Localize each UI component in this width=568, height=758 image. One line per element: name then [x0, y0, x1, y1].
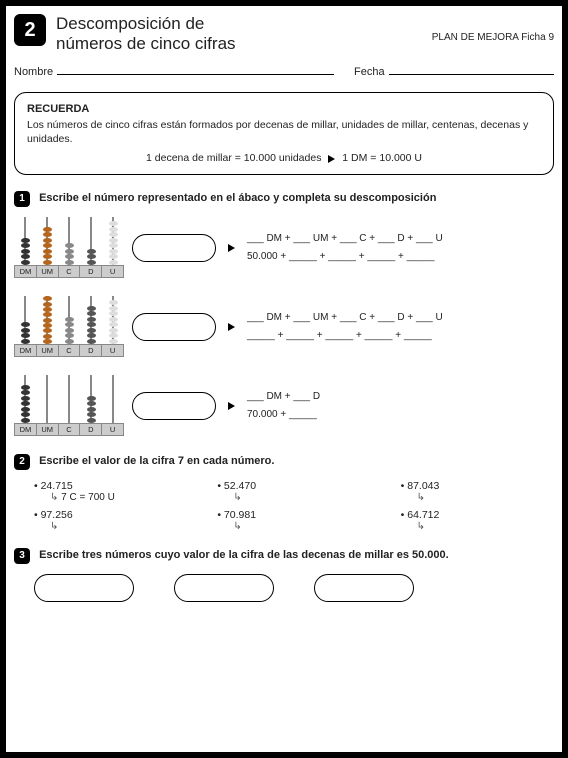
worksheet-title: Descomposición de números de cinco cifra… — [56, 14, 432, 53]
q2-number: 2 — [14, 454, 30, 470]
triangle-icon — [228, 402, 235, 410]
q2-item: 52.470 — [217, 480, 370, 503]
answer-pill[interactable] — [132, 234, 216, 262]
recuerda-eq-left: 1 decena de millar = 10.000 unidades — [146, 152, 321, 164]
q2-item: 24.7157 C = 700 U — [34, 480, 187, 503]
recuerda-title: RECUERDA — [27, 103, 541, 115]
q2-text: Escribe el valor de la cifra 7 en cada n… — [39, 455, 274, 467]
nombre-label: Nombre — [14, 66, 53, 78]
q1-text: Escribe el número representado en el ába… — [39, 192, 436, 204]
q2-item: 70.981 — [217, 509, 370, 532]
recuerda-equation: 1 decena de millar = 10.000 unidades 1 D… — [27, 152, 541, 164]
triangle-icon — [228, 244, 235, 252]
recuerda-box: RECUERDA Los números de cinco cifras est… — [14, 92, 554, 175]
abacus: DMUMCDU — [14, 217, 124, 278]
plan-label: PLAN DE MEJORA Ficha 9 — [432, 32, 554, 43]
q3-answer-pill[interactable] — [314, 574, 414, 602]
recuerda-eq-right: 1 DM = 10.000 U — [342, 152, 422, 164]
q2-item: 64.712 — [401, 509, 554, 532]
q3-number: 3 — [14, 548, 30, 564]
q2-prompt: 2 Escribe el valor de la cifra 7 en cada… — [14, 454, 554, 470]
triangle-icon — [228, 323, 235, 331]
plan-text: PLAN DE MEJORA Ficha — [432, 32, 546, 43]
q3-answer-pill[interactable] — [174, 574, 274, 602]
decomposition: ___ DM + ___ D70.000 + _____ — [247, 389, 320, 423]
q2-item: 97.256 — [34, 509, 187, 532]
decomposition: ___ DM + ___ UM + ___ C + ___ D + ___ U5… — [247, 231, 443, 265]
plan-num: 9 — [548, 32, 554, 43]
fecha-input-line[interactable] — [389, 63, 554, 75]
q3-text: Escribe tres números cuyo valor de la ci… — [39, 549, 449, 561]
q1-prompt: 1 Escribe el número representado en el á… — [14, 191, 554, 207]
abacus: DMUMCDU — [14, 296, 124, 357]
q1-number: 1 — [14, 191, 30, 207]
title-line2: números de cinco cifras — [56, 34, 432, 54]
answer-pill[interactable] — [132, 392, 216, 420]
triangle-icon — [328, 155, 335, 163]
q3-prompt: 3 Escribe tres números cuyo valor de la … — [14, 548, 554, 564]
decomposition: ___ DM + ___ UM + ___ C + ___ D + ___ U_… — [247, 310, 443, 344]
q2-item: 87.043 — [401, 480, 554, 503]
recuerda-body: Los números de cinco cifras están formad… — [27, 119, 541, 146]
answer-pill[interactable] — [132, 313, 216, 341]
worksheet-number-badge: 2 — [14, 14, 46, 46]
nombre-input-line[interactable] — [57, 63, 334, 75]
abacus: DMUMCDU — [14, 375, 124, 436]
q3-answer-pill[interactable] — [34, 574, 134, 602]
fecha-label: Fecha — [354, 66, 385, 78]
title-line1: Descomposición de — [56, 14, 432, 34]
